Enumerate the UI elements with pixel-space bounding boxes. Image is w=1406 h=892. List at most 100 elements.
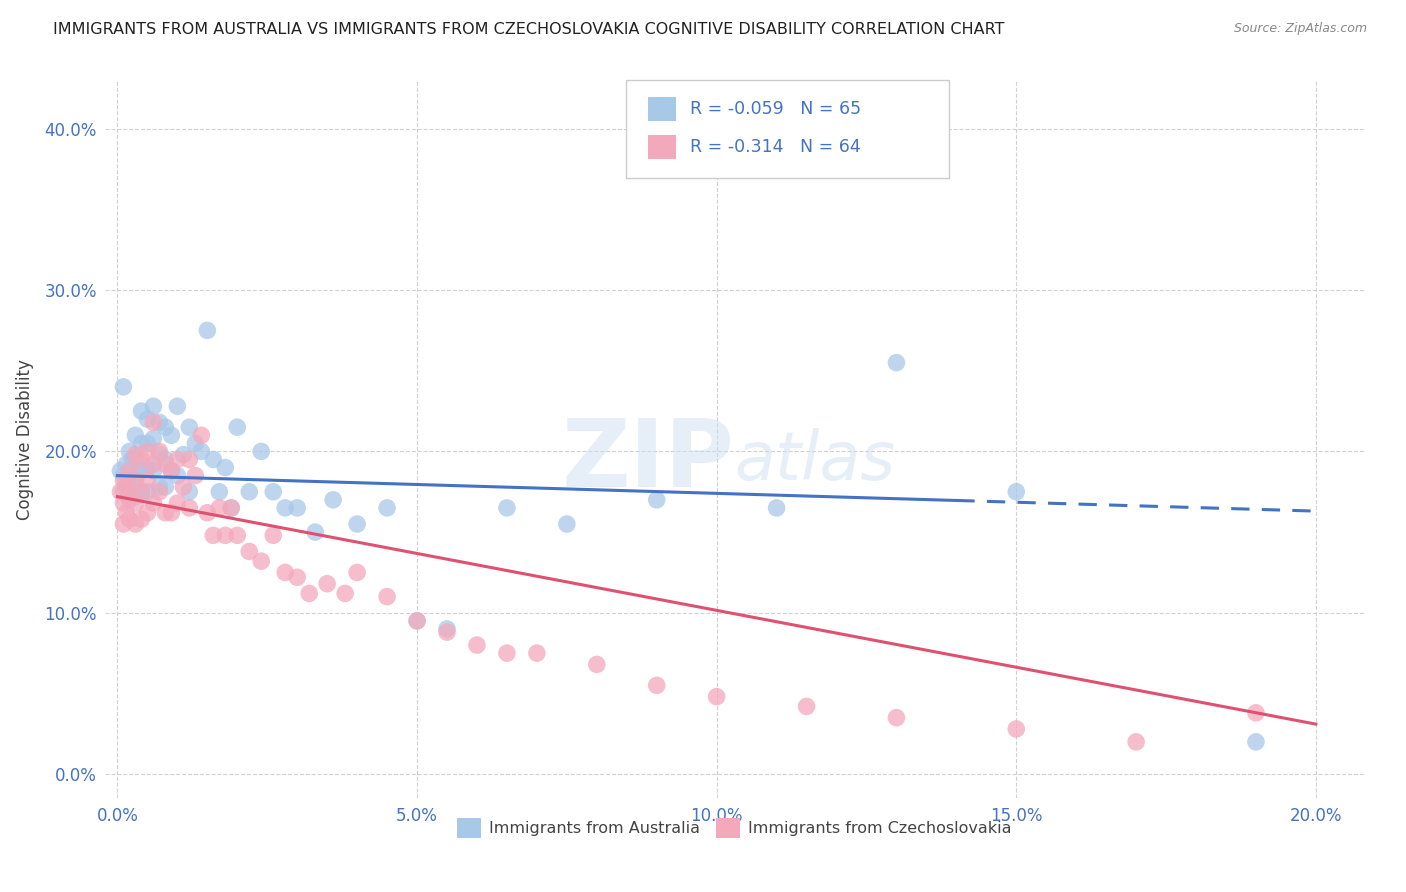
Point	[526, 646, 548, 660]
Point	[148, 484, 170, 499]
Point	[166, 452, 188, 467]
Point	[148, 448, 170, 462]
Point	[190, 444, 212, 458]
Point	[496, 646, 519, 660]
Point	[136, 436, 159, 450]
Text: IMMIGRANTS FROM AUSTRALIA VS IMMIGRANTS FROM CZECHOSLOVAKIA COGNITIVE DISABILITY: IMMIGRANTS FROM AUSTRALIA VS IMMIGRANTS …	[53, 22, 1005, 37]
Point	[142, 496, 165, 510]
Point	[250, 444, 273, 458]
Point	[155, 420, 177, 434]
Text: atlas: atlas	[734, 428, 896, 494]
Point	[406, 614, 429, 628]
Point	[115, 506, 138, 520]
Point	[155, 506, 177, 520]
Point	[118, 472, 141, 486]
Point	[1244, 706, 1267, 720]
Point	[226, 528, 249, 542]
Point	[465, 638, 488, 652]
Point	[285, 570, 308, 584]
Y-axis label: Cognitive Disability: Cognitive Disability	[15, 359, 34, 520]
Point	[219, 500, 242, 515]
Point	[124, 474, 146, 488]
Point	[190, 428, 212, 442]
Point	[184, 436, 207, 450]
Point	[304, 525, 326, 540]
Point	[115, 458, 138, 472]
Text: ZIP: ZIP	[562, 415, 734, 507]
Point	[131, 464, 153, 478]
Point	[148, 480, 170, 494]
Point	[195, 323, 218, 337]
Point	[148, 416, 170, 430]
Point	[208, 500, 231, 515]
Point	[131, 512, 153, 526]
Point	[131, 484, 153, 499]
Point	[131, 404, 153, 418]
Point	[148, 444, 170, 458]
Point	[262, 484, 284, 499]
Point	[886, 711, 908, 725]
Point	[298, 586, 321, 600]
Point	[214, 528, 236, 542]
Text: Source: ZipAtlas.com: Source: ZipAtlas.com	[1233, 22, 1367, 36]
Point	[274, 500, 297, 515]
Point	[496, 500, 519, 515]
Point	[238, 544, 260, 558]
Point	[250, 554, 273, 568]
Point	[179, 484, 201, 499]
Point	[172, 448, 194, 462]
Point	[555, 516, 578, 531]
Point	[124, 452, 146, 467]
Point	[179, 420, 201, 434]
Point	[131, 484, 153, 499]
Point	[346, 566, 368, 580]
Point	[202, 528, 225, 542]
Point	[179, 500, 201, 515]
Point	[706, 690, 728, 704]
Point	[226, 420, 249, 434]
Point	[184, 468, 207, 483]
Point	[155, 452, 177, 467]
Point	[166, 399, 188, 413]
Point	[436, 622, 458, 636]
Point	[124, 474, 146, 488]
Point	[136, 474, 159, 488]
Point	[262, 528, 284, 542]
Point	[142, 464, 165, 478]
Point	[172, 480, 194, 494]
Point	[112, 380, 135, 394]
Point	[406, 614, 429, 628]
Point	[202, 452, 225, 467]
Point	[136, 412, 159, 426]
Point	[155, 458, 177, 472]
Point	[112, 484, 135, 499]
Point	[124, 516, 146, 531]
Point	[136, 460, 159, 475]
Point	[375, 500, 398, 515]
Point	[115, 480, 138, 494]
Text: R = -0.314   N = 64: R = -0.314 N = 64	[690, 138, 860, 156]
Point	[110, 484, 132, 499]
Point	[1244, 735, 1267, 749]
Point	[136, 506, 159, 520]
Point	[155, 480, 177, 494]
Point	[160, 464, 183, 478]
Point	[765, 500, 787, 515]
Point	[346, 516, 368, 531]
Point	[166, 496, 188, 510]
Point	[160, 428, 183, 442]
Point	[121, 452, 143, 467]
Point	[118, 492, 141, 507]
Point	[322, 492, 344, 507]
Point	[118, 490, 141, 504]
Point	[886, 356, 908, 370]
Point	[142, 399, 165, 413]
Point	[142, 458, 165, 472]
Point	[333, 586, 356, 600]
Point	[219, 500, 242, 515]
Point	[124, 496, 146, 510]
Text: R = -0.059   N = 65: R = -0.059 N = 65	[690, 100, 862, 118]
Point	[208, 484, 231, 499]
Point	[142, 416, 165, 430]
Point	[214, 460, 236, 475]
